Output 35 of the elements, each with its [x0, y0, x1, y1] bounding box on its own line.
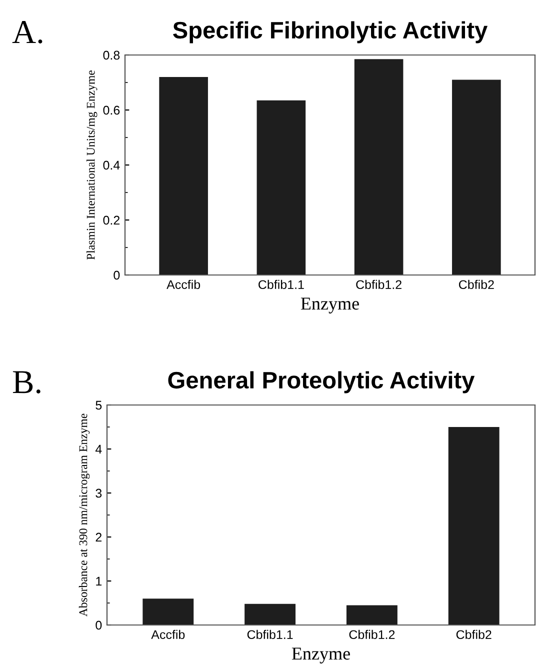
bar [256, 100, 306, 275]
bar [244, 604, 296, 625]
y-tick-label: 3 [96, 488, 102, 498]
x-axis-title: Enzyme [292, 648, 350, 664]
bar [142, 598, 194, 625]
x-tick-label: Cbfib1.2 [349, 630, 395, 640]
y-tick-label: 0 [114, 270, 120, 280]
y-tick-label: 0.8 [103, 50, 120, 60]
chart-title: Specific Fibrinolytic Activity [173, 21, 488, 44]
x-tick-label: Cbfib2 [459, 280, 494, 290]
bar [448, 427, 500, 625]
x-axis-title: Enzyme [300, 298, 359, 314]
text: A. [12, 21, 42, 44]
y-tick-label: 1 [96, 576, 102, 586]
chart-title: General Proteolytic Activity [168, 371, 475, 394]
y-tick-label: 5 [96, 400, 102, 410]
x-tick-label: Accfib [166, 280, 200, 290]
y-tick-label: 2 [96, 532, 102, 542]
y-tick-label: 0 [96, 620, 102, 630]
text: B. [12, 371, 40, 394]
y-tick-label: 0.2 [103, 216, 120, 225]
bar [159, 77, 208, 275]
bar [452, 80, 501, 275]
x-tick-label: Cbfib1.1 [247, 630, 293, 640]
y-axis-title: Absorbance at 390 nm/microgram Enzyme [78, 414, 90, 617]
bar [354, 59, 404, 275]
x-tick-label: Accfib [151, 630, 185, 640]
y-tick-label: 0.6 [103, 106, 120, 115]
bar [346, 605, 398, 625]
x-tick-label: Cbfib2 [456, 630, 492, 640]
y-tick-label: 4 [95, 444, 102, 454]
x-tick-label: Cbfib1.1 [258, 280, 304, 290]
y-tick-label: 0.4 [103, 160, 120, 170]
y-axis-title: Plasmin International Units/mg Enzyme [86, 70, 98, 260]
x-tick-label: Cbfib1.2 [356, 280, 402, 290]
